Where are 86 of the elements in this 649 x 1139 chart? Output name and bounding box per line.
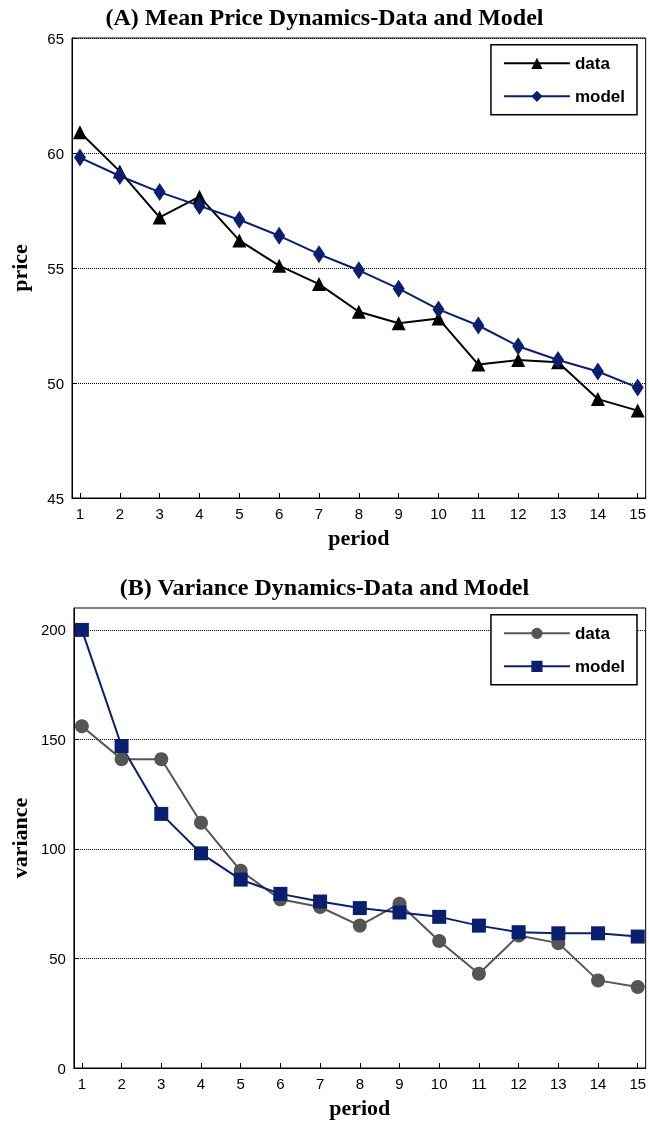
x-tick-label: 15 xyxy=(629,505,647,522)
y-tick-label: 55 xyxy=(47,259,64,277)
x-tick-label: 13 xyxy=(549,1074,567,1092)
point xyxy=(351,304,366,319)
point xyxy=(154,806,169,821)
x-tick-label: 14 xyxy=(589,1074,607,1092)
x-tick-label: 11 xyxy=(471,1074,487,1092)
x-tick-label: 7 xyxy=(314,505,324,522)
point xyxy=(272,258,287,273)
y-axis-title: price xyxy=(6,243,32,292)
x-tick-label: 14 xyxy=(589,505,607,522)
x-axis-title: period xyxy=(329,1094,391,1119)
point xyxy=(233,872,248,887)
x-tick-label: 3 xyxy=(155,505,164,522)
point xyxy=(352,900,367,915)
point xyxy=(432,933,447,948)
point xyxy=(630,979,645,994)
x-tick-label: 4 xyxy=(196,1074,206,1092)
x-tick-label: 8 xyxy=(354,505,364,522)
point xyxy=(152,210,167,225)
point xyxy=(471,966,486,981)
x-tick-label: 5 xyxy=(236,1074,245,1092)
x-tick-label: 3 xyxy=(157,1074,166,1092)
point xyxy=(232,233,247,248)
point xyxy=(114,751,129,766)
point xyxy=(273,886,288,901)
y-tick-label: 65 xyxy=(47,29,64,47)
legend-label: model xyxy=(574,86,625,106)
point xyxy=(391,316,406,331)
y-tick-label: 150 xyxy=(40,730,66,748)
x-tick-label: 9 xyxy=(394,505,403,522)
legend-label: data xyxy=(574,623,611,643)
y-tick-label: 200 xyxy=(40,620,66,638)
x-tick-label: 10 xyxy=(430,1074,448,1092)
point xyxy=(313,894,328,909)
x-tick-label: 5 xyxy=(235,505,244,522)
point xyxy=(74,622,89,637)
x-tick-label: 2 xyxy=(115,505,124,522)
x-tick-label: 13 xyxy=(549,505,567,522)
x-tick-label: 2 xyxy=(117,1074,126,1092)
x-tick-label: 12 xyxy=(510,1074,527,1092)
y-tick-label: 50 xyxy=(47,374,64,392)
x-tick-label: 7 xyxy=(315,1074,325,1092)
point xyxy=(552,351,565,369)
y-tick-label: 45 xyxy=(47,489,64,507)
y-tick-label: 60 xyxy=(47,144,64,162)
x-axis-title: period xyxy=(328,524,390,550)
chart-title: (A) Mean Price Dynamics-Data and Model xyxy=(105,4,544,30)
y-tick-label: 100 xyxy=(40,839,66,857)
point xyxy=(154,751,169,766)
x-tick-label: 12 xyxy=(509,505,527,522)
x-tick-label: 1 xyxy=(75,505,85,522)
chart-title: (B) Variance Dynamics-Data and Model xyxy=(119,573,530,600)
point xyxy=(591,972,606,987)
x-tick-label: 6 xyxy=(274,505,284,522)
point xyxy=(591,925,606,940)
point xyxy=(113,167,126,185)
point xyxy=(392,904,407,919)
point xyxy=(72,125,87,140)
point xyxy=(74,718,89,733)
point xyxy=(630,403,645,418)
point xyxy=(471,918,486,933)
x-tick-label: 10 xyxy=(430,505,447,522)
point xyxy=(511,353,526,367)
point xyxy=(432,909,447,924)
y-axis-title: variance xyxy=(6,796,32,878)
x-tick-label: 8 xyxy=(355,1074,364,1092)
x-tick-label: 9 xyxy=(395,1074,404,1092)
y-tick-label: 0 xyxy=(57,1059,66,1076)
point xyxy=(471,357,486,372)
point xyxy=(630,929,645,944)
point xyxy=(312,277,326,292)
point xyxy=(193,845,208,860)
point xyxy=(590,392,605,407)
x-tick-label: 15 xyxy=(629,1074,647,1092)
x-tick-label: 4 xyxy=(195,505,204,522)
x-tick-label: 11 xyxy=(470,505,487,522)
x-tick-label: 6 xyxy=(276,1074,285,1092)
point xyxy=(551,925,566,940)
legend-label: data xyxy=(574,53,611,73)
point xyxy=(352,918,367,933)
legend-label: model xyxy=(574,656,625,676)
x-tick-label: 1 xyxy=(77,1074,87,1092)
point xyxy=(114,738,129,753)
point xyxy=(194,815,208,830)
y-tick-label: 50 xyxy=(49,949,66,967)
